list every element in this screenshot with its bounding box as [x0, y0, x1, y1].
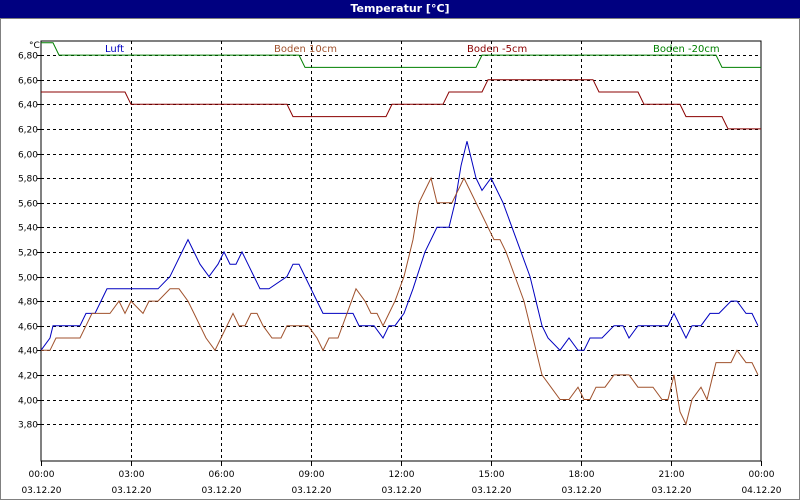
y-tick-label: 5,80	[18, 175, 38, 185]
x-tick-date: 03.12.20	[471, 486, 511, 496]
legend-luft: Luft	[105, 44, 124, 55]
chart-panel: Luft Boden 10cm Boden -5cm Boden -20cm 6…	[0, 18, 800, 500]
x-tick-date: 03.12.20	[201, 486, 241, 496]
x-tick-time: 15:00	[479, 470, 505, 480]
y-tick-label: 6,00	[18, 151, 38, 161]
x-tick-date: 04.12.20	[741, 486, 781, 496]
x-tick-time: 18:00	[569, 470, 595, 480]
y-tick-label: 6,80	[18, 52, 38, 62]
y-tick-label: 6,60	[18, 77, 38, 87]
x-tick-time: 06:00	[209, 470, 235, 480]
y-tick-label: 4,80	[18, 298, 38, 308]
series-line-2	[41, 79, 761, 130]
chart-title: Temperatur [°C]	[0, 0, 800, 18]
x-tick-date: 03.12.20	[651, 486, 691, 496]
x-tick-date: 03.12.20	[291, 486, 331, 496]
x-tick-time: 09:00	[299, 470, 325, 480]
y-tick-label: 4,00	[18, 397, 38, 407]
y-tick-label: 3,80	[18, 421, 38, 431]
x-tick-time: 00:00	[29, 470, 55, 480]
y-axis-unit: °C	[29, 41, 40, 51]
x-tick-date: 03.12.20	[111, 486, 151, 496]
y-tick-label: 4,20	[18, 372, 38, 382]
series-line-0	[40, 141, 759, 352]
x-tick-time: 00:00	[749, 470, 775, 480]
legend-boden-20cm: Boden -20cm	[653, 44, 720, 55]
series-line-3	[41, 42, 761, 68]
legend-boden-5cm: Boden -5cm	[467, 44, 528, 55]
y-tick-label: 5,40	[18, 224, 38, 234]
x-tick-date: 03.12.20	[21, 486, 61, 496]
x-tick-time: 12:00	[389, 470, 415, 480]
x-tick-date: 03.12.20	[381, 486, 421, 496]
y-tick-label: 5,00	[18, 274, 38, 284]
x-tick-date: 03.12.20	[561, 486, 601, 496]
line-chart: 6,80 6,60 6,40 6,20 6,00 5,80 5,60 5,40 5,20 5,00…	[18, 40, 782, 496]
y-tick-label: 5,20	[18, 249, 38, 259]
y-tick-label: 6,40	[18, 101, 38, 111]
y-tick-label: 6,20	[18, 126, 38, 136]
y-tick-label: 4,40	[18, 347, 38, 357]
x-tick-time: 03:00	[119, 470, 145, 480]
y-tick-label: 4,60	[18, 323, 38, 333]
legend-boden-10cm: Boden 10cm	[274, 44, 337, 55]
series-line-1	[41, 176, 759, 426]
x-tick-time: 21:00	[659, 470, 685, 480]
y-tick-label: 5,60	[18, 200, 38, 210]
